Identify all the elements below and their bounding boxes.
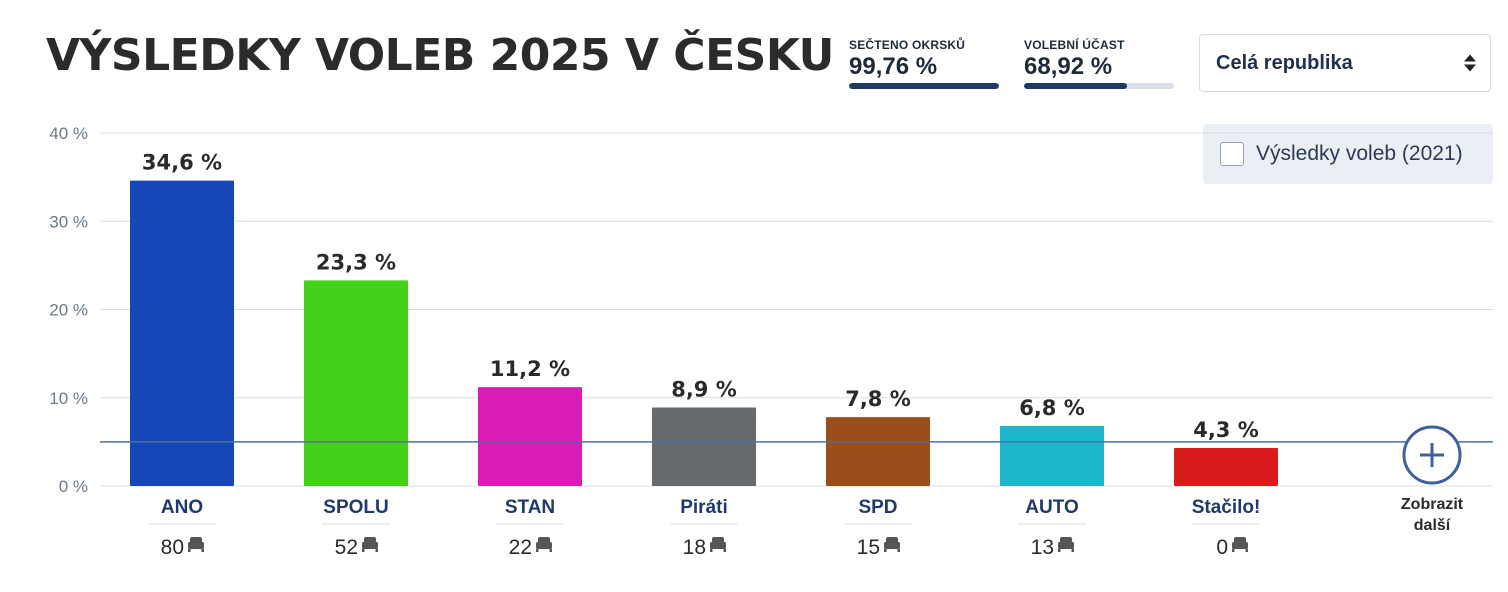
party-name[interactable]: Stačilo! bbox=[1192, 497, 1261, 518]
seat-count: 0 bbox=[1216, 536, 1228, 559]
show-more-label-line2[interactable]: další bbox=[1414, 517, 1451, 534]
seat-count: 22 bbox=[509, 536, 532, 559]
party-name[interactable]: Piráti bbox=[680, 497, 728, 518]
bar-value-label: 6,8 % bbox=[1019, 396, 1085, 420]
y-tick-label: 10 % bbox=[49, 389, 88, 408]
bar-value-label: 23,3 % bbox=[316, 250, 396, 274]
region-select-value: Celá republika bbox=[1216, 51, 1353, 74]
seat-count: 18 bbox=[683, 536, 706, 559]
party-name[interactable]: ANO bbox=[161, 497, 203, 518]
party-name[interactable]: AUTO bbox=[1025, 497, 1078, 518]
bar-spolu[interactable] bbox=[304, 280, 408, 486]
seat-count: 52 bbox=[335, 536, 358, 559]
y-tick-label: 20 % bbox=[49, 301, 88, 320]
y-tick-label: 40 % bbox=[49, 124, 88, 143]
bar-value-label: 4,3 % bbox=[1193, 418, 1259, 442]
bar-stan[interactable] bbox=[478, 387, 582, 486]
sort-arrows-icon bbox=[1464, 54, 1476, 72]
seat-count: 80 bbox=[161, 536, 184, 559]
counted-districts-progress bbox=[849, 83, 999, 89]
turnout-stat: VOLEBNÍ ÚČAST 68,92 % bbox=[1024, 38, 1174, 89]
bar-value-label: 8,9 % bbox=[671, 377, 737, 401]
counted-districts-value: 99,76 % bbox=[849, 53, 938, 80]
compare-2021-label: Výsledky voleb (2021) bbox=[1256, 142, 1463, 165]
y-tick-label: 30 % bbox=[49, 212, 88, 231]
bar-stailo[interactable] bbox=[1174, 448, 1278, 486]
seat-count: 15 bbox=[857, 536, 880, 559]
turnout-progress bbox=[1024, 83, 1174, 89]
compare-2021-toggle[interactable]: Výsledky voleb (2021) bbox=[1203, 124, 1493, 184]
bar-auto[interactable] bbox=[1000, 425, 1104, 486]
seat-icon bbox=[884, 537, 900, 552]
seat-icon bbox=[536, 537, 552, 552]
party-name[interactable]: SPOLU bbox=[323, 497, 388, 518]
counted-districts-stat: SEČTENO OKRSKŮ 99,76 % bbox=[849, 38, 999, 89]
counted-districts-label: SEČTENO OKRSKŮ bbox=[849, 38, 966, 52]
turnout-label: VOLEBNÍ ÚČAST bbox=[1024, 38, 1125, 52]
seat-icon bbox=[188, 537, 204, 552]
page-title: VÝSLEDKY VOLEB 2025 V ČESKU bbox=[46, 30, 834, 81]
bar-spd[interactable] bbox=[826, 417, 930, 486]
region-select[interactable]: Celá republika bbox=[1199, 34, 1491, 92]
seat-icon bbox=[362, 537, 378, 552]
bar-value-label: 11,2 % bbox=[490, 357, 570, 381]
party-name[interactable]: SPD bbox=[858, 497, 897, 518]
turnout-progress-fill bbox=[1024, 83, 1128, 89]
seat-icon bbox=[1232, 537, 1248, 552]
bar-pirti[interactable] bbox=[652, 407, 756, 486]
seat-icon bbox=[1058, 537, 1074, 552]
party-name[interactable]: STAN bbox=[505, 497, 555, 518]
compare-2021-checkbox[interactable] bbox=[1220, 142, 1244, 166]
counted-districts-progress-fill bbox=[849, 83, 999, 89]
show-more-button[interactable] bbox=[1402, 425, 1462, 485]
bar-value-label: 7,8 % bbox=[845, 387, 911, 411]
show-more-label-line1[interactable]: Zobrazit bbox=[1401, 496, 1464, 513]
turnout-value: 68,92 % bbox=[1024, 53, 1113, 80]
bar-value-label: 34,6 % bbox=[142, 151, 222, 175]
bar-ano[interactable] bbox=[130, 180, 234, 486]
y-tick-label: 0 % bbox=[59, 477, 88, 496]
seat-icon bbox=[710, 537, 726, 552]
seat-count: 13 bbox=[1031, 536, 1054, 559]
